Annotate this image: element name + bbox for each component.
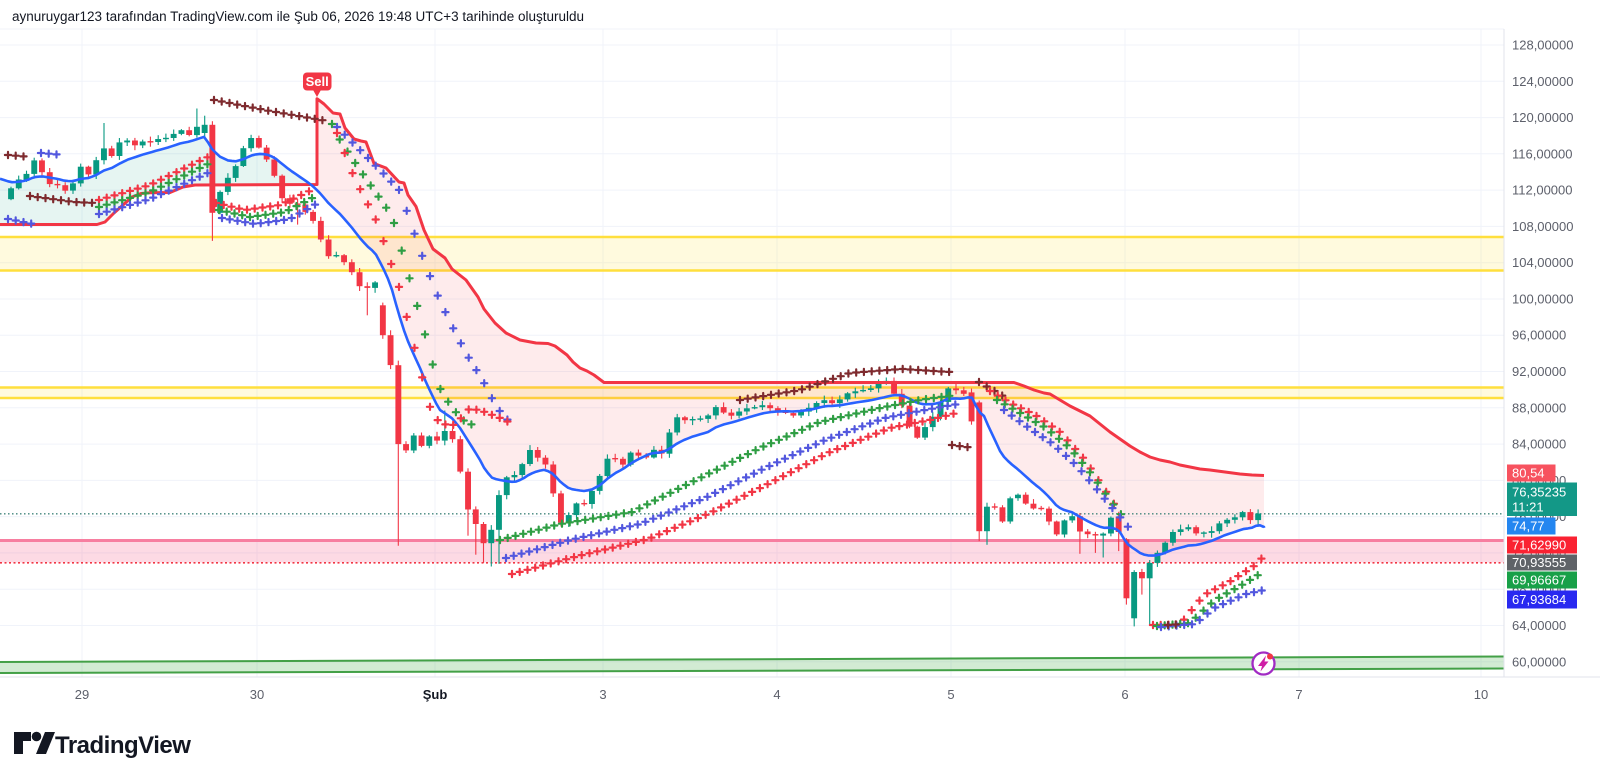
svg-text:74,77: 74,77 <box>1512 519 1545 534</box>
svg-text:116,00000: 116,00000 <box>1512 146 1573 161</box>
svg-text:112,00000: 112,00000 <box>1512 183 1573 198</box>
svg-text:67,93684: 67,93684 <box>1512 592 1566 607</box>
svg-text:84,00000: 84,00000 <box>1512 437 1566 452</box>
svg-text:96,00000: 96,00000 <box>1512 328 1566 343</box>
svg-text:104,00000: 104,00000 <box>1512 255 1573 270</box>
svg-text:11:21: 11:21 <box>1512 500 1544 515</box>
svg-text:120,00000: 120,00000 <box>1512 110 1573 125</box>
svg-text:80,54: 80,54 <box>1512 466 1545 481</box>
svg-text:7: 7 <box>1295 687 1302 702</box>
svg-text:92,00000: 92,00000 <box>1512 364 1566 379</box>
svg-text:4: 4 <box>773 687 780 702</box>
svg-text:88,00000: 88,00000 <box>1512 400 1566 415</box>
svg-text:5: 5 <box>947 687 954 702</box>
svg-text:76,35235: 76,35235 <box>1512 485 1566 500</box>
svg-text:71,62990: 71,62990 <box>1512 538 1566 553</box>
svg-text:aynuruygar123 tarafından Tradi: aynuruygar123 tarafından TradingView.com… <box>12 9 584 24</box>
svg-text:Şub: Şub <box>423 687 448 702</box>
svg-text:10: 10 <box>1474 687 1488 702</box>
svg-text:124,00000: 124,00000 <box>1512 74 1573 89</box>
svg-text:6: 6 <box>1121 687 1128 702</box>
svg-text:128,00000: 128,00000 <box>1512 38 1573 53</box>
svg-text:60,00000: 60,00000 <box>1512 654 1566 669</box>
svg-text:TradingView: TradingView <box>55 732 191 759</box>
svg-text:69,96667: 69,96667 <box>1512 573 1566 588</box>
svg-text:3: 3 <box>599 687 606 702</box>
svg-text:70,93555: 70,93555 <box>1512 555 1566 570</box>
svg-text:Sell: Sell <box>306 74 329 89</box>
svg-text:30: 30 <box>250 687 264 702</box>
svg-text:64,00000: 64,00000 <box>1512 618 1566 633</box>
svg-text:29: 29 <box>75 687 89 702</box>
svg-text:100,00000: 100,00000 <box>1512 292 1573 307</box>
svg-text:108,00000: 108,00000 <box>1512 219 1573 234</box>
